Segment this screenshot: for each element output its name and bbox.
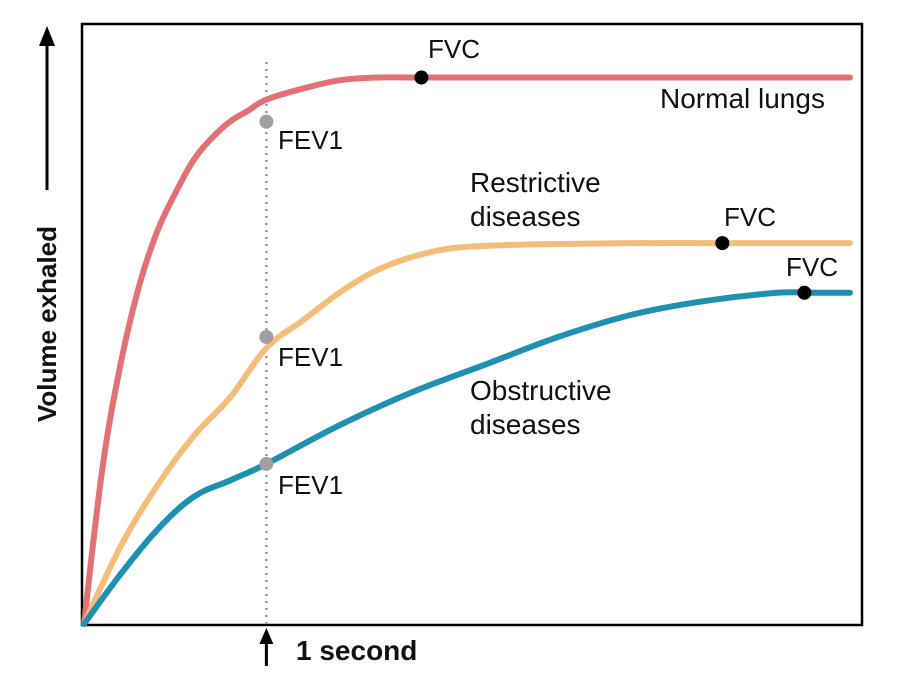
markers-layer xyxy=(259,70,812,471)
series-label-normal: Normal lungs xyxy=(660,83,825,114)
curves-layer xyxy=(81,74,853,627)
plot-frame xyxy=(80,22,864,627)
series-label-obstructive-line2: diseases xyxy=(470,409,581,440)
fev1-marker-normal xyxy=(259,114,274,129)
fvc-label-restrictive: FVC xyxy=(724,202,776,232)
fvc-marker-restrictive xyxy=(715,236,730,251)
fvc-label-normal: FVC xyxy=(428,34,480,64)
series-label-obstructive-line1: Obstructive xyxy=(470,375,612,406)
fev1-marker-restrictive xyxy=(259,329,274,344)
y-axis-label: Volume exhaled xyxy=(32,226,62,422)
fev1-label-obstructive: FEV1 xyxy=(278,470,343,500)
curve-normal xyxy=(81,74,853,627)
series-label-restrictive-line2: diseases xyxy=(470,201,581,232)
fev1-label-normal: FEV1 xyxy=(278,125,343,155)
series-label-restrictive-line1: Restrictive xyxy=(470,167,601,198)
fvc-marker-normal xyxy=(414,70,429,85)
curve-restrictive xyxy=(81,240,853,627)
y-axis-arrow-head xyxy=(39,26,55,46)
fev1-marker-obstructive xyxy=(259,456,274,471)
x-axis-arrow-head xyxy=(259,628,274,644)
fev1-label-restrictive: FEV1 xyxy=(278,342,343,372)
fvc-marker-obstructive xyxy=(797,285,812,300)
x-axis-label: 1 second xyxy=(296,635,417,666)
curve-obstructive xyxy=(81,289,853,627)
fvc-label-obstructive: FVC xyxy=(786,252,838,282)
